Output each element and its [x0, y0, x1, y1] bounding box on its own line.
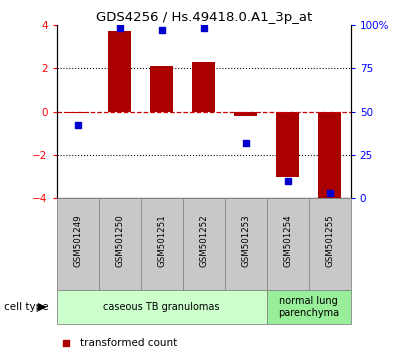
Bar [192, 62, 215, 112]
Bar [66, 112, 89, 113]
Title: GDS4256 / Hs.49418.0.A1_3p_at: GDS4256 / Hs.49418.0.A1_3p_at [96, 11, 312, 24]
Bar [267, 290, 351, 324]
Point [200, 25, 207, 31]
Bar [183, 198, 225, 290]
Bar [150, 66, 173, 112]
Point [62, 340, 69, 346]
Text: GSM501254: GSM501254 [283, 214, 292, 267]
Text: caseous TB granulomas: caseous TB granulomas [103, 302, 220, 312]
Bar [234, 112, 257, 116]
Text: GSM501251: GSM501251 [157, 214, 166, 267]
Bar [99, 198, 141, 290]
Bar [318, 112, 341, 201]
Point [242, 140, 249, 145]
Text: GSM501250: GSM501250 [115, 214, 124, 267]
Text: ▶: ▶ [38, 302, 46, 312]
Text: normal lung
parenchyma: normal lung parenchyma [278, 296, 339, 318]
Bar [141, 198, 183, 290]
Point [158, 27, 165, 33]
Text: cell type: cell type [4, 302, 49, 312]
Point [284, 178, 291, 184]
Point [116, 25, 123, 31]
Bar [276, 112, 299, 177]
Bar [57, 198, 99, 290]
Text: transformed count: transformed count [80, 337, 177, 348]
Bar [225, 198, 267, 290]
Point [74, 122, 81, 128]
Text: GSM501255: GSM501255 [325, 214, 334, 267]
Text: GSM501253: GSM501253 [241, 214, 250, 267]
Point [326, 190, 333, 196]
Text: GSM501252: GSM501252 [199, 214, 208, 267]
Text: GSM501249: GSM501249 [73, 214, 82, 267]
Bar [108, 31, 131, 112]
Bar [57, 290, 267, 324]
Bar [267, 198, 309, 290]
Bar [309, 198, 351, 290]
